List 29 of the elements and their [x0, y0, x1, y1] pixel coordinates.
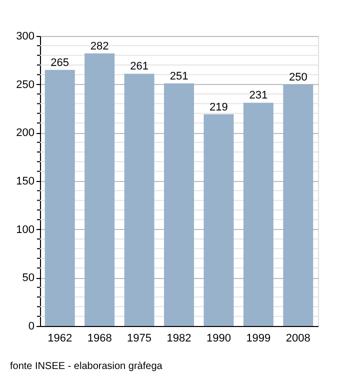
- data-label: 231: [249, 90, 268, 102]
- x-tick-label: 1982: [166, 332, 192, 344]
- y-tick-label: 50: [22, 272, 34, 284]
- x-tick-label: 1975: [127, 332, 152, 344]
- x-tick-label: 1999: [246, 332, 271, 344]
- bar: [283, 84, 314, 326]
- bar: [243, 102, 274, 326]
- x-tick-label: 2008: [286, 332, 310, 344]
- bar: [44, 70, 75, 326]
- source-note: fonte INSEE - elaborasion gràfega: [10, 361, 163, 372]
- data-label: 261: [130, 60, 148, 73]
- data-label: 265: [50, 56, 70, 69]
- bar: [164, 83, 194, 326]
- data-label: 250: [288, 71, 308, 84]
- y-tick-label: 300: [16, 30, 34, 42]
- data-label: 251: [170, 70, 188, 82]
- data-label: 219: [210, 101, 228, 114]
- y-tick-label: 0: [28, 320, 34, 332]
- y-tick-label: 150: [16, 176, 34, 188]
- x-tick-label: 1968: [87, 332, 112, 344]
- x-tick-label: 1962: [48, 332, 72, 344]
- y-tick-label: 250: [16, 78, 34, 91]
- bar: [84, 53, 115, 326]
- y-tick-label: 200: [16, 127, 34, 140]
- bar: [124, 74, 154, 326]
- data-label: 282: [90, 40, 109, 52]
- x-tick-label: 1990: [206, 332, 231, 344]
- y-tick-label: 100: [16, 224, 34, 236]
- bar: [204, 114, 234, 326]
